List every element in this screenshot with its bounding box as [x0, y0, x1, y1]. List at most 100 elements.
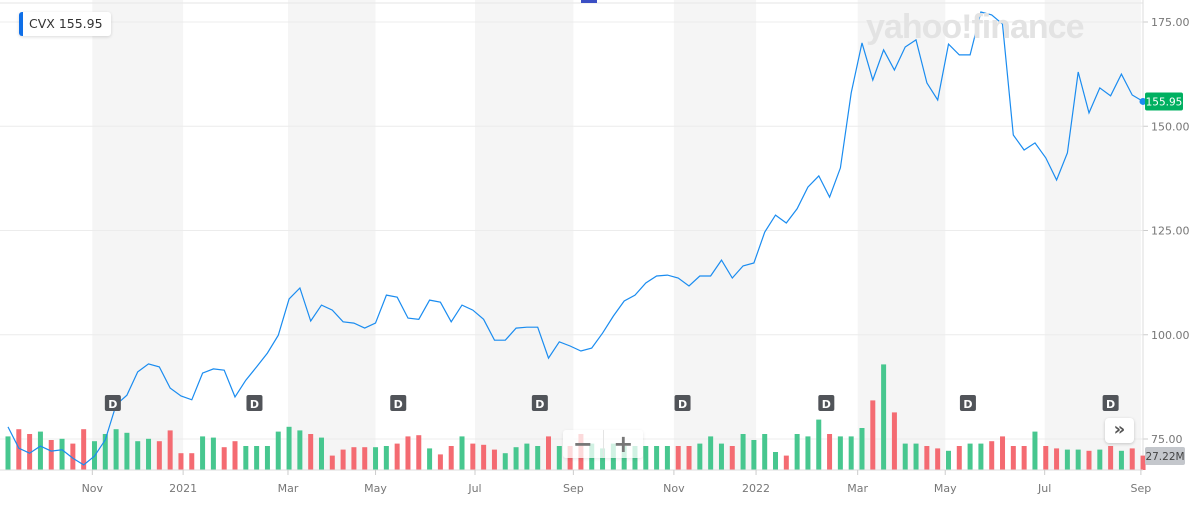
volume-bar [124, 432, 130, 470]
x-tick-label: Nov [663, 482, 685, 495]
volume-bar [654, 446, 660, 470]
volume-bar [1097, 449, 1103, 470]
volume-bar [286, 426, 292, 470]
volume-bar [870, 400, 876, 470]
volume-bar [524, 443, 530, 470]
x-tick-label: Sep [1131, 482, 1152, 495]
volume-bar [935, 448, 941, 470]
volume-bar [243, 446, 249, 470]
volume-bar [373, 447, 379, 470]
volume-bar [805, 436, 811, 470]
volume-bar [416, 435, 422, 470]
volume-bar [27, 434, 33, 470]
month-band [287, 0, 376, 470]
volume-bar [481, 444, 487, 470]
volume-bar [308, 434, 314, 470]
dividend-marker[interactable]: D [674, 395, 691, 411]
volume-bar [1010, 446, 1016, 470]
x-tick-label: Sep [563, 482, 584, 495]
volume-bar [5, 436, 11, 470]
volume-bar [859, 428, 865, 470]
volume-bar [708, 436, 714, 470]
dividend-marker-label: D [822, 398, 831, 411]
dividend-marker-label: D [250, 398, 259, 411]
x-tick-label: 2022 [742, 482, 770, 495]
volume-bar [427, 448, 433, 470]
volume-bar [48, 440, 54, 470]
dividend-marker-box [104, 395, 121, 411]
month-band [857, 0, 946, 470]
dividend-marker[interactable]: D [818, 395, 835, 411]
scroll-handle [581, 0, 597, 3]
volume-bar [189, 453, 195, 470]
dividend-marker-box [246, 395, 263, 411]
dividend-marker-box [959, 395, 976, 411]
ticker-price-label: CVX 155.95 [19, 12, 111, 36]
last-volume-tag [1145, 447, 1185, 465]
y-tick-label: 175.00 [1151, 16, 1190, 29]
month-band [474, 0, 574, 470]
volume-bar [448, 446, 454, 470]
zoom-controls: − + [563, 430, 643, 458]
dividend-marker[interactable]: D [531, 395, 548, 411]
volume-bar [70, 443, 76, 470]
volume-bar [956, 446, 962, 470]
volume-bar [394, 443, 400, 470]
volume-bar [37, 431, 43, 470]
volume-bar [989, 441, 995, 470]
volume-bar [643, 446, 649, 470]
dividend-marker-box [818, 395, 835, 411]
volume-bar [632, 446, 638, 470]
volume-bar [318, 437, 324, 470]
dividend-marker-label: D [678, 398, 687, 411]
last-price-tag [1145, 92, 1183, 111]
volume-bar [221, 447, 227, 470]
volume-bar [502, 453, 508, 470]
x-tick-label: 2021 [169, 482, 197, 495]
volume-bar [783, 455, 789, 470]
dividend-marker[interactable]: D [390, 395, 407, 411]
dividend-marker[interactable]: D [1102, 395, 1119, 411]
volume-bar [437, 454, 443, 470]
volume-bar [16, 429, 22, 470]
volume-bar [513, 447, 519, 470]
volume-bar [718, 443, 724, 470]
volume-bar [924, 446, 930, 470]
volume-bar [275, 431, 281, 470]
volume-bar [459, 436, 465, 470]
volume-bar [978, 443, 984, 470]
last-price-tag-text: 155.95 [1146, 96, 1183, 108]
volume-bar [1021, 446, 1027, 470]
dividend-marker-label: D [1106, 398, 1115, 411]
zoom-out-button[interactable]: − [563, 430, 604, 458]
volume-bar [729, 446, 735, 470]
volume-bar [167, 430, 173, 470]
y-tick-label: 150.00 [1151, 120, 1190, 133]
volume-bar [546, 436, 551, 470]
dividend-marker[interactable]: D [104, 395, 121, 411]
x-tick-label: Nov [82, 482, 104, 495]
volume-bar [740, 434, 746, 470]
volume-bar [200, 436, 206, 470]
ticker-symbol: CVX [29, 16, 55, 31]
volume-bar [697, 443, 703, 470]
volume-bar [383, 446, 389, 470]
zoom-in-button[interactable]: + [613, 430, 634, 458]
volume-bar [1000, 436, 1006, 470]
volume-bar [156, 441, 162, 470]
volume-bar [600, 448, 606, 470]
volume-bar [621, 446, 627, 470]
last-volume-tag-text: 27.22M [1145, 451, 1184, 463]
volume-bar [881, 364, 887, 470]
y-tick-label: 125.00 [1151, 225, 1190, 238]
dividend-marker-label: D [535, 398, 544, 411]
volume-bar [1064, 449, 1070, 470]
dividend-marker[interactable]: D [959, 395, 976, 411]
y-tick-label: 100.00 [1151, 329, 1190, 342]
dividend-marker[interactable]: D [246, 395, 263, 411]
volume-bar [232, 441, 238, 470]
scroll-to-latest-button[interactable]: » [1105, 418, 1134, 443]
volume-bar [567, 446, 573, 470]
price-line [7, 11, 1144, 466]
